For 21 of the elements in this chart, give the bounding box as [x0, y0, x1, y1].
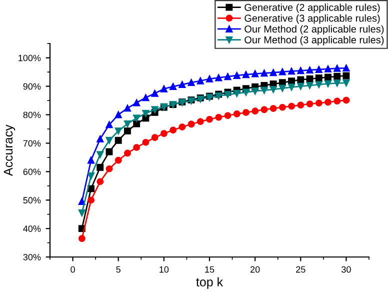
x-tick-label: 10 [160, 266, 169, 273]
x-tick-label: 25 [296, 266, 306, 273]
y-tick-label: 80% [23, 112, 41, 118]
legend-label: Our Method (2 applicable rules) [244, 25, 384, 35]
x-tick-label: 20 [250, 266, 260, 273]
y-tick-label: 100% [18, 54, 41, 62]
x-tick-label: 5 [116, 266, 120, 273]
legend-label: Our Method (3 applicable rules) [244, 36, 384, 46]
legend-label: Generative (2 applicable rules) [244, 4, 380, 13]
x-tick-label: 15 [205, 266, 214, 273]
y-tick-label: 50% [23, 197, 41, 204]
y-tick-label: 70% [23, 140, 41, 147]
x-tick-label: 0 [70, 266, 75, 273]
y-tick-label: 40% [23, 226, 41, 232]
x-axis-title: top k [196, 277, 224, 289]
y-tick-label: 60% [23, 168, 41, 175]
y-tick-label: 30% [23, 254, 41, 260]
x-tick-label: 30 [342, 266, 351, 273]
y-axis-title: Accuracy [4, 124, 16, 176]
legend-label: Generative (3 applicable rules) [244, 14, 380, 24]
y-tick-label: 90% [23, 83, 41, 90]
